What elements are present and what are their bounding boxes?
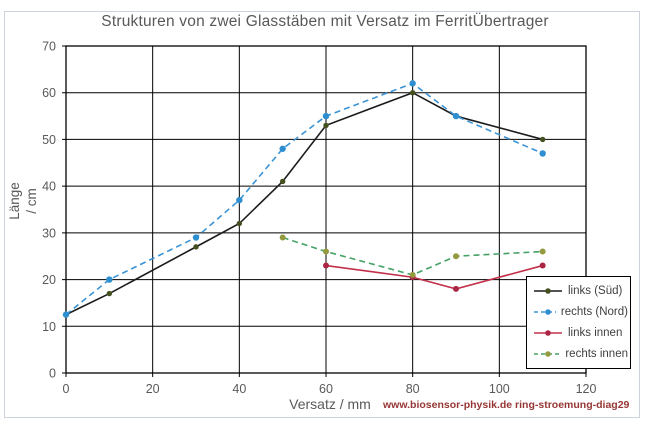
legend-marker-dot [545, 287, 551, 294]
data-point-links-sued [236, 220, 243, 227]
y-tick-label: 0 [49, 367, 56, 381]
x-tick-label: 20 [146, 382, 160, 396]
y-tick-label: 30 [42, 226, 56, 240]
legend-box: links (Süd) rechts (Nord) links innen recht… [526, 276, 631, 369]
y-tick-label: 20 [42, 273, 56, 287]
data-point-rechts-nord [322, 112, 330, 120]
series-line-links-innen [325, 264, 543, 290]
legend-marker-dot [545, 351, 551, 358]
data-point-rechts-nord [452, 112, 460, 120]
legend-label: links (Süd) [568, 284, 623, 297]
data-point-links-sued [323, 122, 329, 129]
legend-marker-dot [545, 330, 551, 336]
source-annotation: www.biosensor-physik.de ring-stroemung-d… [383, 399, 630, 411]
y-tick-label: 70 [42, 40, 56, 54]
x-tick-label: 0 [63, 382, 70, 396]
data-point-links-sued [106, 290, 113, 297]
data-point-links-innen [539, 262, 546, 269]
x-tick-label: 40 [232, 382, 246, 396]
x-tick-label: 100 [489, 382, 510, 396]
data-point-rechts-innen [279, 234, 286, 241]
data-point-rechts-innen [539, 248, 546, 255]
legend-label: rechts (Nord) [560, 305, 628, 318]
legend-label: rechts innen [565, 348, 628, 361]
data-point-rechts-nord [409, 80, 416, 87]
plot-frame [65, 45, 587, 374]
data-point-links-innen [453, 285, 459, 292]
legend-item-rechts-nord: rechts (Nord) [533, 306, 628, 318]
x-tick-label: 60 [319, 382, 333, 396]
data-point-links-innen [323, 262, 329, 269]
legend-item-links-innen: links innen [533, 327, 628, 339]
data-point-rechts-nord [539, 150, 546, 157]
legend-line-sample [534, 309, 556, 315]
data-point-links-sued [279, 178, 286, 185]
data-point-rechts-nord [192, 234, 200, 241]
data-point-links-sued [193, 244, 199, 250]
x-tick-label: 120 [576, 382, 597, 396]
x-axis-title: Versatz / mm [289, 396, 371, 412]
y-tick-label: 60 [42, 86, 56, 100]
y-axis-title: Länge / cm [6, 144, 42, 258]
y-tick-label: 10 [42, 320, 56, 334]
data-point-rechts-innen [409, 271, 416, 278]
y-tick-label: 40 [42, 180, 56, 194]
legend-line-sample [534, 330, 562, 336]
data-point-links-sued [539, 136, 546, 143]
y-axis-title-line1: Länge [7, 182, 22, 220]
legend-line-sample [534, 351, 561, 358]
data-point-links-sued [409, 90, 416, 96]
data-point-rechts-nord [279, 145, 286, 152]
legend-line-sample [534, 287, 562, 294]
x-tick-label: 80 [406, 382, 420, 396]
data-point-rechts-nord [62, 311, 70, 318]
series-line-links-sued [65, 91, 543, 316]
legend-item-rechts-innen: rechts innen [533, 348, 628, 360]
data-point-rechts-innen [453, 253, 459, 260]
y-axis-title-line2: / cm [24, 188, 39, 214]
legend-item-links-sued: links (Süd) [533, 285, 628, 297]
data-point-rechts-nord [236, 196, 243, 204]
data-point-rechts-innen [323, 248, 329, 255]
legend-marker-dot [545, 309, 551, 315]
legend-label: links innen [568, 327, 623, 340]
chart-title: Strukturen von zwei Glasstäben mit Versa… [101, 13, 549, 30]
y-tick-label: 50 [42, 133, 56, 147]
data-point-rechts-nord [106, 276, 113, 283]
